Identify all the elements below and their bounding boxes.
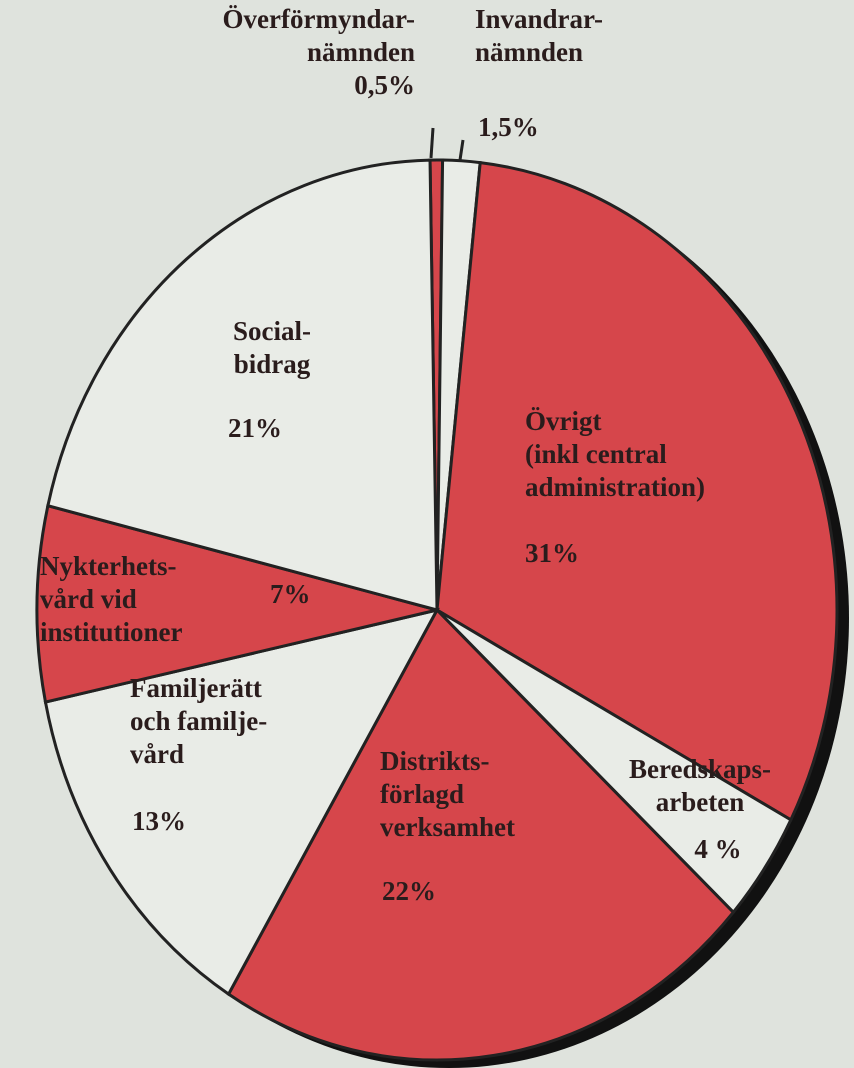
value-label: 7% — [270, 579, 311, 609]
leader-line — [429, 127, 435, 159]
slice-label: Social-bidrag — [233, 316, 311, 379]
slice-label: Familjerätt och familje-vård — [130, 673, 267, 769]
value-label: 22% — [382, 876, 436, 906]
slice-label: Distrikts-förlagd verksamhet — [380, 746, 515, 842]
slice-label: Beredskaps-arbeten — [629, 754, 771, 817]
pie-slice — [226, 607, 736, 1062]
pie-slice — [35, 503, 438, 704]
pie-slice — [46, 158, 439, 612]
value-label: 1,5% — [478, 112, 539, 142]
value-label: 13% — [132, 806, 186, 836]
pie-slice — [435, 160, 839, 823]
value-label: 21% — [228, 413, 282, 443]
pie-slice — [43, 607, 440, 997]
value-label: 4 % — [694, 834, 741, 864]
slice-label: Invandrar-nämnden — [475, 4, 603, 67]
slice-label: Övrigt (inkl central administration) — [525, 406, 705, 502]
slice-label: Överförmyndar-nämnden — [223, 4, 415, 67]
slice-label: Nykterhets-vård vid institutioner — [40, 551, 183, 647]
value-label: 0,5% — [354, 70, 415, 100]
value-label: 31% — [525, 538, 579, 568]
